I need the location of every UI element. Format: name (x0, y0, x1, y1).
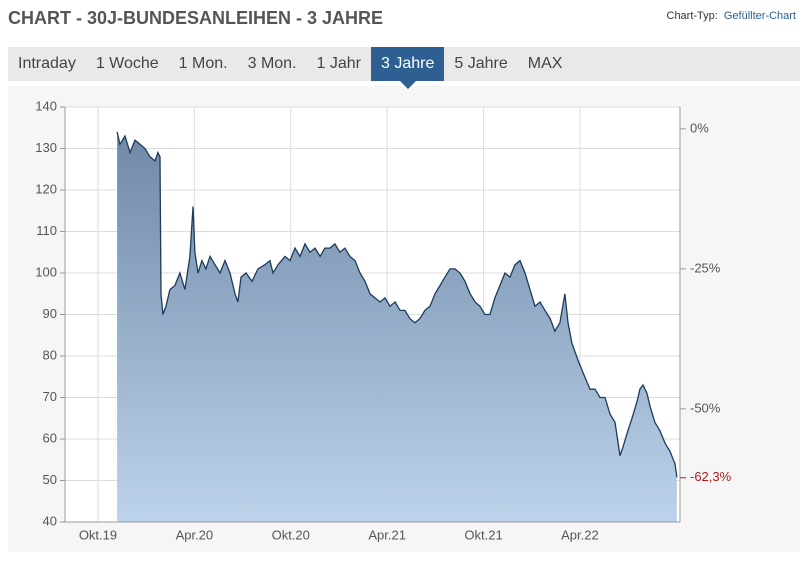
tab[interactable]: 3 Mon. (247, 55, 297, 72)
page-title: CHART - 30J-BUNDESANLEIHEN - 3 JAHRE (8, 8, 384, 28)
y2-tick-label: -50% (690, 400, 721, 415)
x-tick-label: Okt.20 (272, 527, 310, 542)
tab[interactable]: 5 Jahre (454, 55, 508, 72)
line (116, 131, 678, 478)
x-tick-label: Okt.19 (79, 527, 117, 542)
last-change-label: -62,3% (690, 469, 732, 484)
tab[interactable]: Intraday (18, 55, 76, 72)
tab[interactable]: 1 Mon. (178, 55, 228, 72)
y2-tick-label: -25% (690, 260, 721, 275)
y-tick-label: 80 (43, 347, 57, 362)
y-tick-label: 120 (35, 181, 57, 196)
y2-tick-label: 0% (690, 120, 709, 135)
chart-type: Chart-Typ: Gefüllter-Chart (667, 10, 797, 22)
area-fill (117, 131, 677, 522)
y-tick-label: 90 (43, 306, 57, 321)
tab[interactable]: 1 Jahr (316, 55, 361, 72)
tab-bar: Intraday 1 Woche 1 Mon. 3 Mon. 1 Jahr 3 Jahre… (8, 47, 800, 89)
tab[interactable]: 3 Jahre (370, 47, 445, 89)
y-tick-label: 140 (35, 98, 57, 113)
y-tick-label: 100 (35, 264, 57, 279)
y-tick-label: 130 (35, 140, 57, 155)
tab[interactable]: 1 Woche (95, 55, 159, 72)
chart-type-label: Chart-Typ: (666, 10, 718, 22)
x-tick-label: Apr.22 (561, 527, 599, 542)
x-tick-label: Apr.20 (176, 527, 214, 542)
x-tick-label: Okt.21 (464, 527, 502, 542)
y-tick-label: 60 (43, 430, 57, 445)
y-tick-label: 70 (43, 389, 57, 404)
x-tick-label: Apr.21 (368, 527, 406, 542)
chart-type-link[interactable]: Gefüllter-Chart (723, 10, 796, 22)
y-tick-label: 40 (43, 513, 57, 528)
tab[interactable]: MAX (527, 55, 563, 72)
y-tick-label: 50 (43, 472, 57, 487)
y-tick-label: 110 (36, 223, 57, 238)
